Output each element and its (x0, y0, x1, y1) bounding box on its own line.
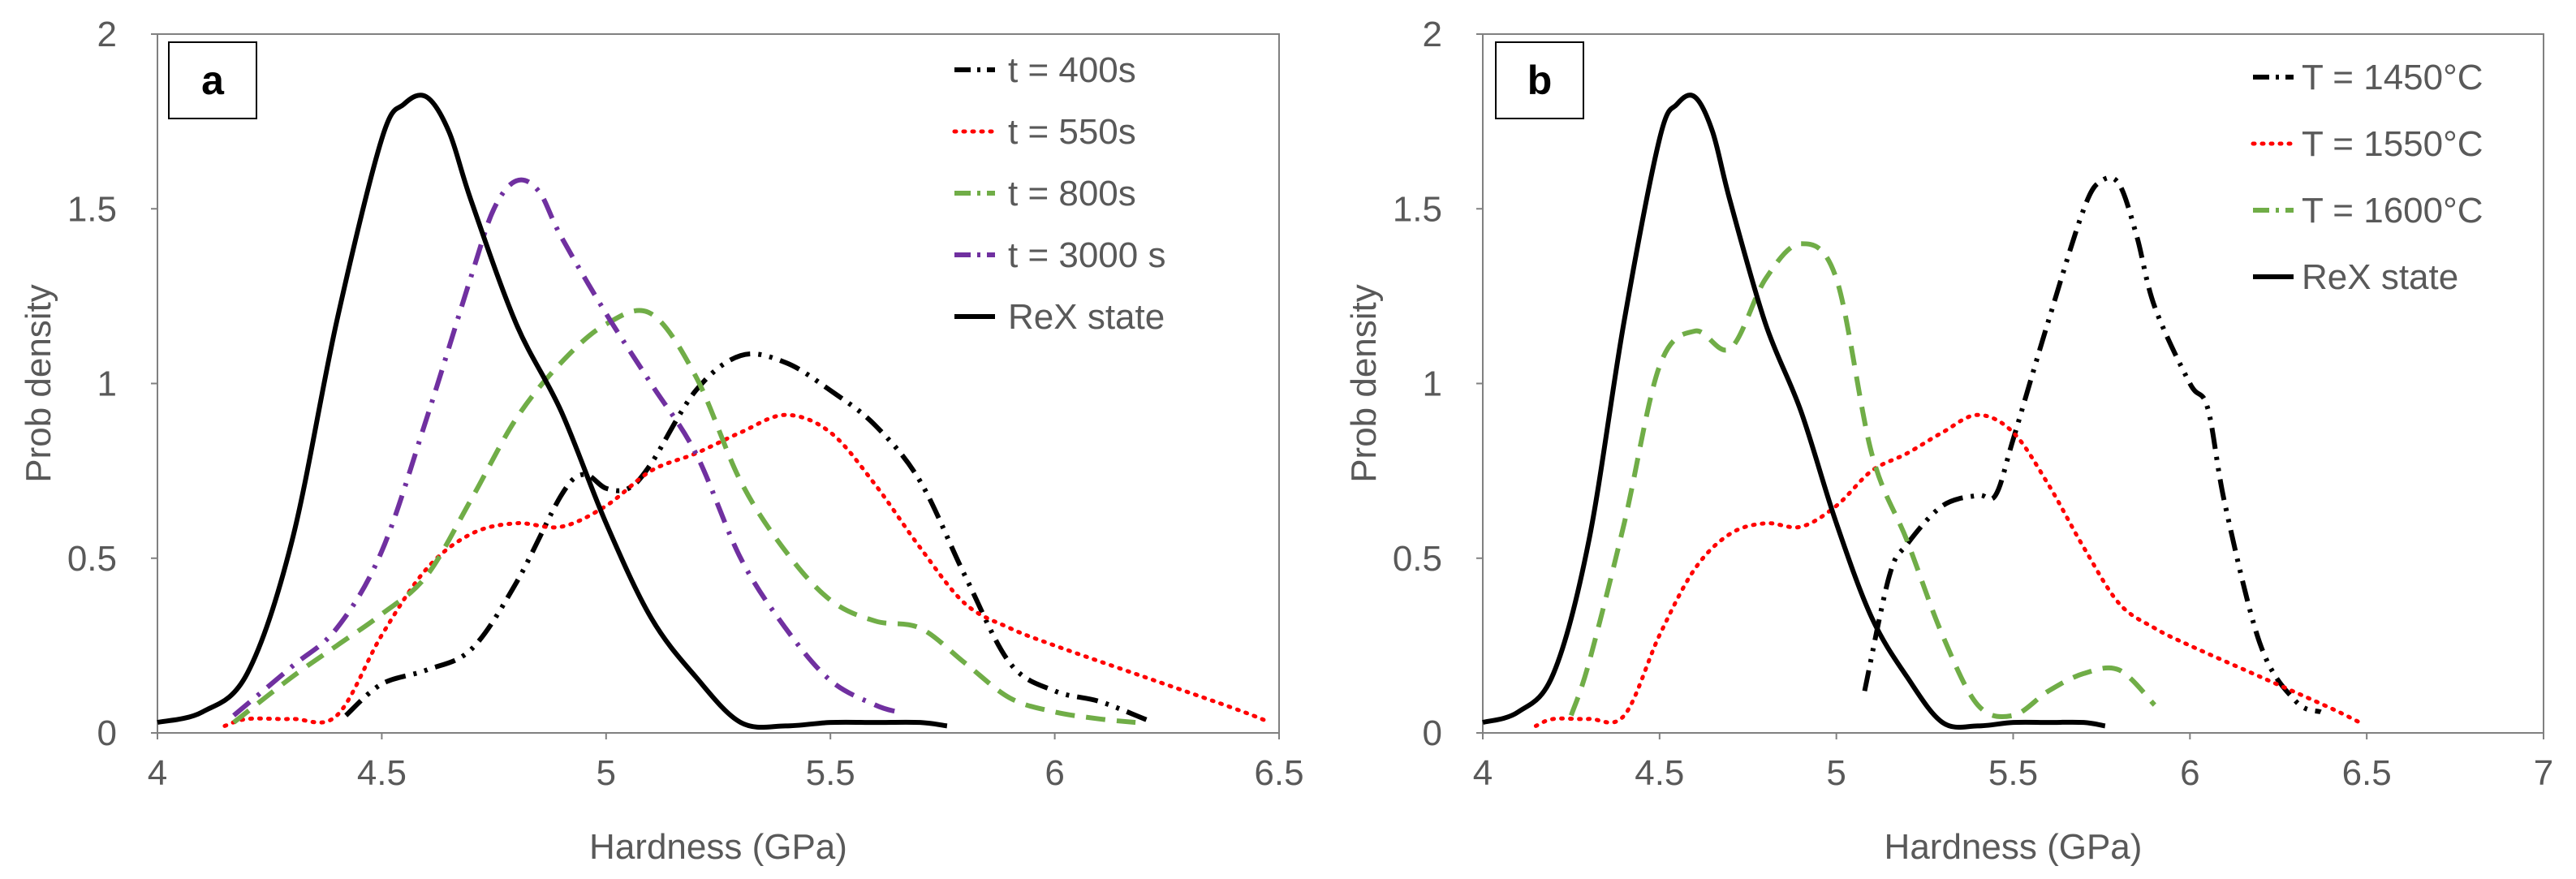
x-tick-label: 7 (2534, 753, 2553, 793)
x-tick-label: 4 (148, 753, 167, 793)
y-tick-label: 1.5 (1393, 189, 1442, 229)
x-tick-label: 5 (597, 753, 616, 793)
x-tick-label: 5.5 (806, 753, 855, 793)
y-tick-label: 1 (97, 364, 117, 404)
x-tick-label: 6.5 (1254, 753, 1303, 793)
y-tick-label: 0 (1423, 713, 1442, 753)
x-tick-label: 4.5 (1635, 753, 1684, 793)
series-line-3 (232, 177, 899, 717)
y-tick-label: 1.5 (67, 189, 117, 229)
x-tick-label: 4 (1473, 753, 1493, 793)
y-tick-label: 1 (1423, 364, 1442, 404)
legend-label: ReX state (2302, 257, 2458, 297)
series-line-2 (1569, 241, 2156, 719)
series-line-1 (222, 412, 1273, 728)
y-axis-title: Prob density (1344, 284, 1384, 483)
panel-label: a (201, 58, 225, 103)
legend-label: T = 1600°C (2302, 191, 2483, 231)
panel-label-box (168, 41, 257, 119)
x-tick-label: 6 (2180, 753, 2199, 793)
legend-label: t = 3000 s (1008, 235, 1165, 275)
series-line-3 (1482, 93, 2106, 730)
legend-label: t = 400s (1008, 50, 1136, 90)
chart-panel-b: 4 4.5 5 5.5 6 6.5 7 0 0.5 1 1.5 2 Hardness (GPa) Prob… (1344, 15, 2553, 867)
x-tick-label: 5 (1826, 753, 1846, 793)
series-line-1 (1533, 412, 2362, 728)
legend-label: t = 550s (1008, 112, 1136, 152)
chart-panel-a: 4 4.5 5 5.5 6 6.5 0 0.5 1 1.5 2 Hardness (GPa) Prob … (19, 15, 1304, 867)
series-line-2 (232, 308, 1136, 726)
series-line-4 (157, 93, 948, 730)
y-tick-label: 2 (1423, 15, 1442, 54)
x-tick-label: 4.5 (357, 753, 407, 793)
series-line-0 (1862, 175, 2322, 715)
legend-label: ReX state (1008, 297, 1165, 337)
legend-label: T = 1450°C (2302, 58, 2483, 97)
x-tick-label: 5.5 (1988, 753, 2038, 793)
y-tick-label: 0 (97, 713, 117, 753)
y-axis-title: Prob density (19, 284, 58, 483)
x-axis-title: Hardness (GPa) (589, 827, 847, 867)
y-tick-label: 0.5 (67, 539, 117, 579)
x-axis-title: Hardness (GPa) (1885, 827, 2143, 867)
panel-label: b (1527, 58, 1553, 103)
legend-label: T = 1550°C (2302, 124, 2483, 164)
y-tick-label: 2 (97, 15, 117, 54)
legend-label: t = 800s (1008, 174, 1136, 213)
x-tick-label: 6 (1045, 753, 1064, 793)
panel-label-box (1495, 41, 1584, 119)
x-tick-label: 6.5 (2342, 753, 2392, 793)
y-tick-label: 0.5 (1393, 539, 1442, 579)
